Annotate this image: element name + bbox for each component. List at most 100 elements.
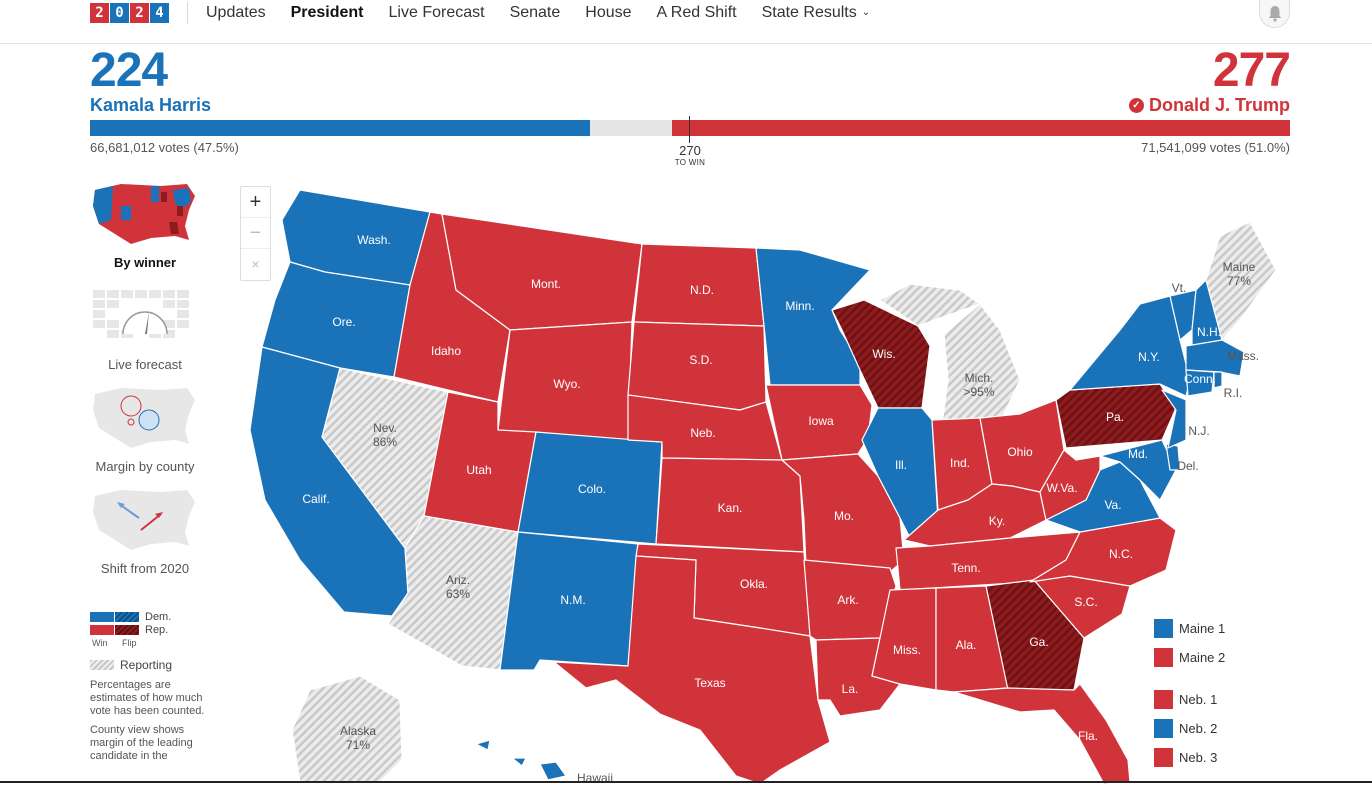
view-margin-by-county[interactable]: Margin by county: [90, 384, 200, 474]
legend-dem-row: Dem.: [90, 610, 220, 623]
zoom-out-button[interactable]: −: [241, 218, 270, 249]
winner-check-icon: ✓: [1128, 98, 1144, 113]
label-mt: Mont.: [531, 277, 561, 291]
zoom-reset-button[interactable]: ×: [251, 256, 260, 272]
nav-live-forecast[interactable]: Live Forecast: [388, 4, 485, 21]
label-pa: Pa.: [1106, 410, 1124, 424]
threshold-marker: [689, 116, 690, 143]
state-ct[interactable]: [1185, 369, 1215, 397]
label-de: Del.: [1177, 459, 1198, 473]
district-neb-3[interactable]: Neb. 3: [1154, 748, 1217, 767]
election-2024-logo[interactable]: 2 0 2 4: [90, 3, 169, 23]
label-ok: Okla.: [740, 577, 768, 591]
rep-bar-fill: [672, 120, 1290, 136]
label-ca: Calif.: [302, 492, 329, 506]
label-il: Ill.: [895, 458, 907, 472]
state-tx[interactable]: [553, 555, 831, 785]
label-vt: Vt.: [1172, 281, 1187, 295]
state-ak[interactable]: [291, 675, 403, 783]
harris-electoral-votes: 224: [90, 44, 168, 97]
state-il[interactable]: [861, 407, 939, 543]
nav-house[interactable]: House: [585, 4, 632, 21]
view-shift-from-2020[interactable]: Shift from 2020: [90, 486, 200, 576]
legend-win-label: Win: [92, 638, 108, 648]
label-nv: Nev.: [373, 421, 397, 435]
state-fl[interactable]: [953, 683, 1131, 785]
nav-state-results-label: State Results: [761, 4, 857, 21]
trump-electoral-votes: 277: [1212, 44, 1291, 97]
label-ak: Alaska: [340, 724, 376, 738]
state-or[interactable]: [261, 261, 411, 378]
district-maine-2[interactable]: Maine 2: [1154, 648, 1225, 667]
nav-updates[interactable]: Updates: [206, 4, 266, 21]
map-zoom-controls: + − ×: [240, 186, 271, 281]
margin-by-county-thumbnail-icon: [93, 388, 195, 448]
label-id: Idaho: [431, 344, 461, 358]
legend-rep-label: Rep.: [145, 623, 169, 636]
legend-flip-label: Flip: [122, 638, 137, 648]
district-swatch: [1154, 719, 1173, 738]
district-label: Neb. 1: [1179, 692, 1218, 707]
view-by-winner[interactable]: By winner: [90, 180, 200, 270]
notification-bell-button[interactable]: [1259, 0, 1290, 28]
label-nv-pct: 86%: [373, 435, 397, 449]
label-nc: N.C.: [1109, 547, 1133, 561]
nav-links: Updates President Live Forecast Senate H…: [206, 3, 895, 23]
state-md[interactable]: [1099, 439, 1177, 501]
legend-reporting-label: Reporting: [120, 657, 173, 672]
state-ny[interactable]: [1069, 295, 1191, 397]
nav-state-results[interactable]: State Results ⌄: [762, 3, 871, 23]
district-neb-2[interactable]: Neb. 2: [1154, 719, 1217, 738]
legend-dem-label: Dem.: [145, 610, 172, 623]
state-nj[interactable]: [1161, 389, 1187, 449]
threshold-number: 270: [679, 143, 701, 158]
shift-from-2020-thumbnail-icon: [93, 490, 195, 550]
label-ar: Ark.: [837, 593, 858, 607]
label-me-pct: 77%: [1227, 274, 1251, 288]
label-wy: Wyo.: [553, 377, 580, 391]
state-nc[interactable]: [1029, 517, 1177, 587]
nav-president[interactable]: President: [290, 4, 364, 21]
state-mi[interactable]: [941, 303, 1021, 425]
label-md: Md.: [1128, 447, 1148, 461]
nav-senate[interactable]: Senate: [509, 4, 561, 21]
district-label: Neb. 2: [1179, 721, 1218, 736]
label-az-pct: 63%: [446, 587, 470, 601]
state-mi-up[interactable]: [879, 283, 981, 327]
label-ma: Mass.: [1227, 349, 1259, 363]
label-la: La.: [842, 682, 859, 696]
label-oh: Ohio: [1007, 445, 1033, 459]
district-neb-1[interactable]: Neb. 1: [1154, 690, 1217, 709]
state-hi[interactable]: [475, 739, 567, 781]
nav-a-red-shift[interactable]: A Red Shift: [656, 4, 737, 21]
label-ct: Conn.: [1184, 372, 1216, 386]
zoom-in-button[interactable]: +: [241, 187, 270, 218]
trump-name-row: ✓ Donald J. Trump: [1128, 95, 1290, 116]
state-ga[interactable]: [985, 579, 1085, 691]
nav-divider: [187, 2, 188, 24]
label-ia: Iowa: [808, 414, 834, 428]
view-margin-by-county-label: Margin by county: [95, 459, 195, 474]
legend-win-flip-row: Win Flip: [90, 636, 220, 650]
harris-popular-votes: 66,681,012 votes (47.5%): [90, 140, 239, 155]
state-ri[interactable]: [1213, 371, 1223, 389]
district-label: Maine 1: [1179, 621, 1226, 636]
legend-rep-row: Rep.: [90, 623, 220, 636]
state-mo[interactable]: [781, 453, 905, 573]
reporting-swatch: [90, 659, 114, 670]
label-nh: N.H.: [1197, 325, 1221, 339]
label-nm: N.M.: [560, 593, 585, 607]
live-forecast-thumbnail-icon: [93, 290, 189, 338]
state-wv[interactable]: [1039, 449, 1101, 521]
district-maine-1[interactable]: Maine 1: [1154, 619, 1225, 638]
state-ks[interactable]: [655, 457, 805, 553]
legend-note-county: County view shows margin of the leading …: [90, 724, 193, 762]
district-label: Maine 2: [1179, 650, 1226, 665]
logo-digit: 2: [90, 3, 109, 23]
label-ak-pct: 71%: [346, 738, 370, 752]
label-tn: Tenn.: [951, 561, 980, 575]
label-fl: Fla.: [1078, 729, 1098, 743]
logo-digit: 4: [150, 3, 169, 23]
view-live-forecast[interactable]: Live forecast: [90, 282, 200, 372]
